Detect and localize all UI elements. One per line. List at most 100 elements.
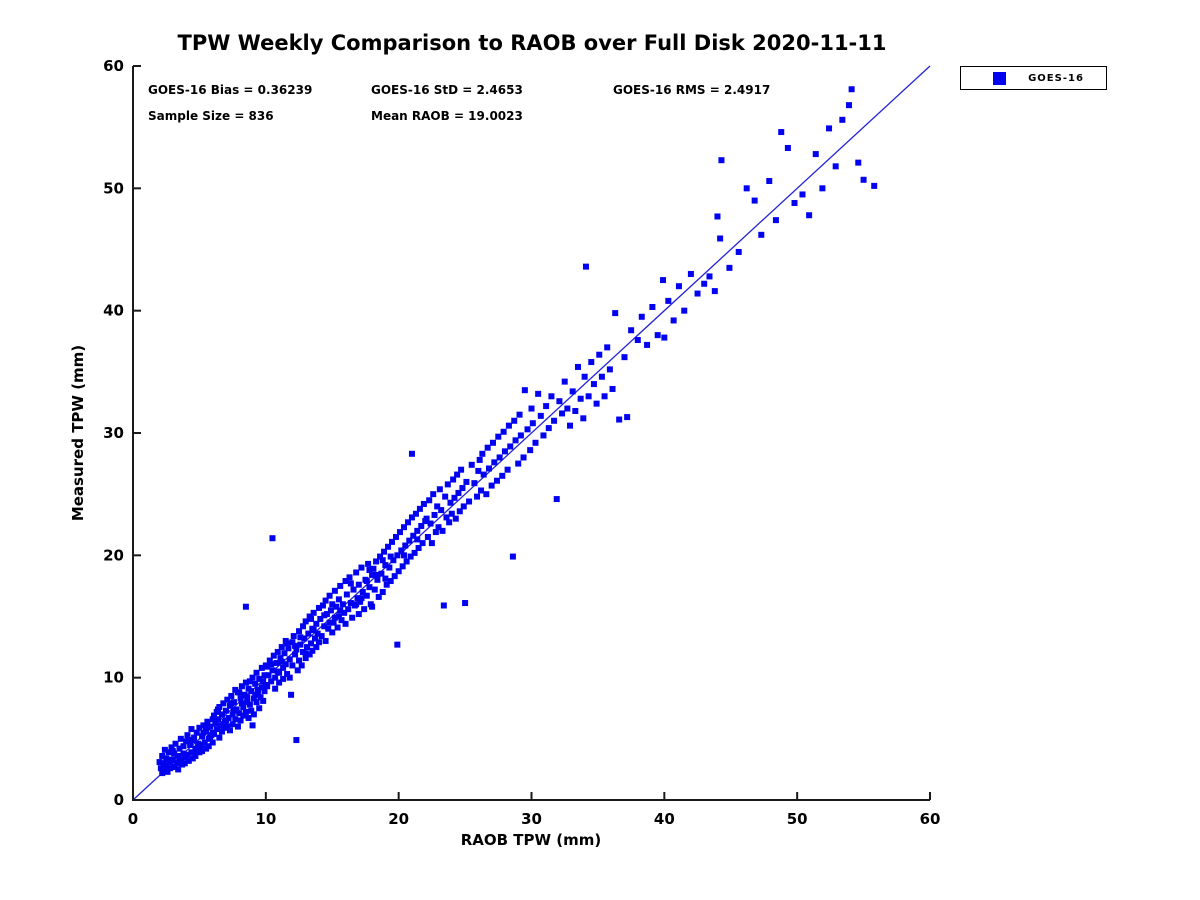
scatter-point <box>296 657 303 664</box>
scatter-point <box>452 515 459 522</box>
scatter-point <box>193 729 200 736</box>
scatter-point <box>726 264 733 271</box>
stat-std: GOES-16 StD = 2.4653 <box>371 83 523 97</box>
scatter-point <box>180 743 187 750</box>
scatter-point <box>406 537 413 544</box>
scatter-point <box>246 678 253 685</box>
scatter-point <box>181 760 188 767</box>
scatter-point <box>848 86 855 93</box>
scatter-point <box>365 560 372 567</box>
scatter-point <box>511 417 518 424</box>
scatter-point <box>394 552 401 559</box>
scatter-point <box>839 116 846 123</box>
scatter-point <box>274 648 281 655</box>
scatter-point <box>475 467 482 474</box>
scatter-point <box>273 659 280 666</box>
scatter-point <box>402 542 409 549</box>
y-tick-label: 30 <box>103 424 124 442</box>
chart-title: TPW Weekly Comparison to RAOB over Full … <box>177 31 887 55</box>
scatter-point <box>447 499 454 506</box>
scatter-point <box>649 303 656 310</box>
scatter-point <box>553 496 560 503</box>
scatter-point <box>304 644 311 651</box>
scatter-point <box>412 510 419 517</box>
scatter-point <box>286 656 293 663</box>
scatter-point <box>261 672 268 679</box>
scatter-point <box>564 405 571 412</box>
scatter-point <box>212 719 219 726</box>
scatter-point <box>318 633 325 640</box>
scatter-point <box>601 393 608 400</box>
scatter-point <box>661 334 668 341</box>
scatter-point <box>331 587 338 594</box>
scatter-point <box>361 606 368 613</box>
scatter-point <box>450 476 457 483</box>
scatter-point <box>460 503 467 510</box>
y-tick-label: 10 <box>103 669 124 687</box>
scatter-point <box>157 765 164 772</box>
scatter-point <box>192 752 199 759</box>
scatter-point <box>387 553 394 560</box>
scatter-point <box>390 557 397 564</box>
scatter-point <box>258 664 265 671</box>
scatter-point <box>203 723 210 730</box>
scatter-point <box>292 651 299 658</box>
scatter-point <box>369 603 376 610</box>
y-tick-label: 60 <box>103 57 124 75</box>
scatter-point <box>269 667 276 674</box>
scatter-point <box>385 543 392 550</box>
scatter-point <box>201 739 208 746</box>
scatter-point <box>751 197 758 204</box>
scatter-point <box>717 235 724 242</box>
scatter-point <box>307 640 314 647</box>
scatter-point <box>346 574 353 581</box>
scatter-point <box>527 447 534 454</box>
scatter-point <box>341 609 348 616</box>
scatter-point <box>334 624 341 631</box>
scatter-point <box>403 558 410 565</box>
scatter-point <box>520 454 527 461</box>
scatter-point <box>590 381 597 388</box>
scatter-point <box>215 716 222 723</box>
scatter-point <box>410 532 417 539</box>
scatter-point <box>458 466 465 473</box>
scatter-point <box>284 670 291 677</box>
scatter-point <box>400 524 407 531</box>
scatter-point <box>230 707 237 714</box>
scatter-point <box>382 575 389 582</box>
scatter-point <box>246 701 253 708</box>
scatter-point <box>574 363 581 370</box>
scatter-point <box>358 595 365 602</box>
scatter-point <box>168 744 175 751</box>
scatter-point <box>474 493 481 500</box>
scatter-point <box>313 620 320 627</box>
scatter-point <box>609 385 616 392</box>
scatter-point <box>424 533 431 540</box>
stat-mean-raob: Mean RAOB = 19.0023 <box>371 109 523 123</box>
scatter-point <box>440 602 447 609</box>
scatter-point <box>268 661 275 668</box>
scatter-point <box>442 493 449 500</box>
scatter-point <box>551 417 558 424</box>
scatter-point <box>524 426 531 433</box>
scatter-point <box>537 412 544 419</box>
scatter-point <box>322 597 329 604</box>
x-axis-label: RAOB TPW (mm) <box>460 831 602 849</box>
scatter-point <box>171 763 178 770</box>
scatter-point <box>535 390 542 397</box>
scatter-point <box>528 405 535 412</box>
y-tick-label: 20 <box>103 546 124 564</box>
scatter-point <box>237 695 244 702</box>
scatter-point <box>256 705 263 712</box>
scatter-point <box>711 288 718 295</box>
scatter-point <box>871 182 878 189</box>
scatter-point <box>289 639 296 646</box>
scatter-point <box>517 432 524 439</box>
scatter-point <box>245 715 252 722</box>
scatter-point <box>357 598 364 605</box>
scatter-point <box>330 619 337 626</box>
scatter-point <box>548 393 555 400</box>
scatter-point <box>374 576 381 583</box>
